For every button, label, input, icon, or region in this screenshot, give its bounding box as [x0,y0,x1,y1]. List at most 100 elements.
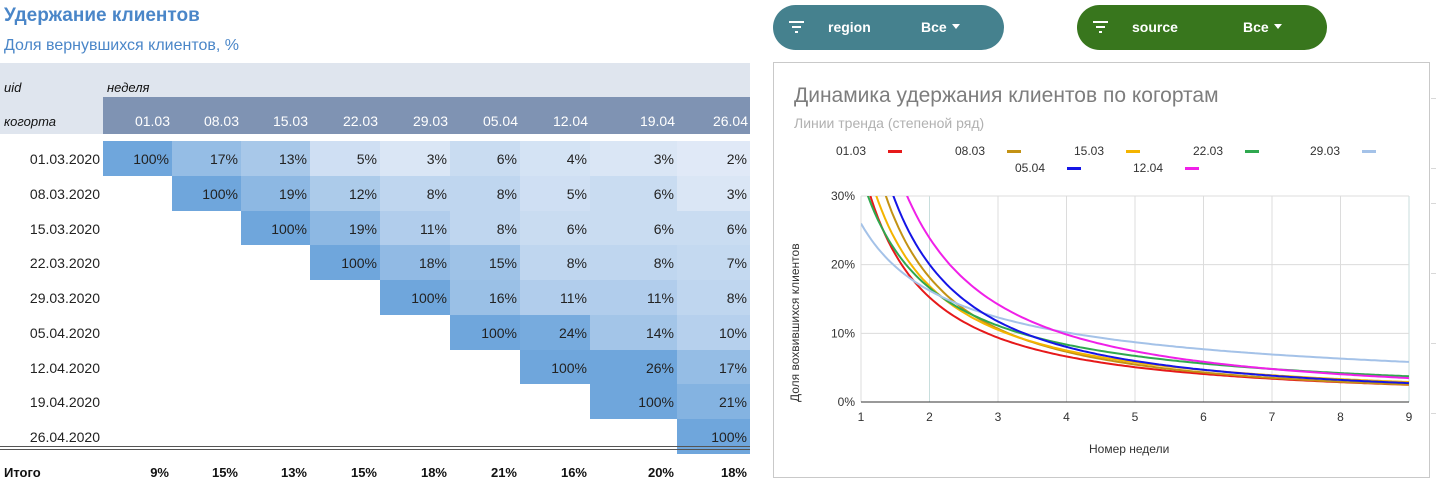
retention-cell: 24% [520,314,590,350]
x-tick-label: 3 [995,410,1002,424]
retention-cell: 3% [677,175,750,211]
y-tick-label: 20% [831,258,855,272]
retention-cell: 11% [380,210,450,246]
source-filter-label: source [1132,19,1178,35]
retention-cell: 4% [520,141,590,176]
week-header: 22.03 [342,113,378,129]
cohort-row-label: 01.03.2020 [29,151,100,167]
legend-label: 29.03 [1310,144,1341,158]
legend-label: 08.03 [955,144,986,158]
legend-label: 15.03 [1074,144,1105,158]
retention-cell: 100% [103,141,172,176]
retention-cell: 6% [590,175,677,211]
legend-swatch [1007,150,1021,153]
x-tick-label: 2 [926,410,933,424]
week-header: 15.03 [272,113,308,129]
retention-cell: 8% [380,175,450,211]
region-filter[interactable]: region Все [773,5,1004,50]
x-tick-label: 5 [1132,410,1139,424]
filter-icon [789,20,805,34]
source-filter[interactable]: source Все [1077,5,1327,50]
grid-line [1431,203,1436,204]
retention-cell: 6% [450,141,520,176]
y-axis-title: Доля вохвившихся клиентов [788,243,802,402]
total-cell: 18% [420,465,447,480]
source-filter-dropdown[interactable]: Все [1243,19,1282,35]
source-filter-value: Все [1243,19,1269,35]
legend-label: 12.04 [1133,161,1164,175]
region-filter-value: Все [921,19,947,35]
cohort-row-label: 15.03.2020 [29,220,100,237]
retention-cell: 21% [677,384,750,419]
retention-cell: 100% [677,419,750,454]
x-tick-label: 1 [858,410,865,424]
retention-cell: 15% [450,245,520,280]
legend-swatch [888,150,902,153]
retention-cell: 26% [590,349,677,385]
x-tick-label: 4 [1063,410,1070,424]
retention-cell: 17% [172,141,241,176]
x-tick-label: 8 [1337,410,1344,424]
retention-cell: 8% [520,245,590,280]
cohort-label: когорта [4,114,57,129]
grid-line [1431,98,1436,99]
grid-line [1431,413,1436,414]
retention-cell: 10% [677,314,750,350]
trend-line-08.03 [884,196,1409,386]
week-header: 19.04 [639,113,675,129]
retention-cell: 19% [241,175,310,211]
retention-cell: 11% [520,280,590,315]
trend-line-29.03 [861,222,1409,363]
week-header: 05.04 [482,113,518,129]
cohort-row-label: 05.04.2020 [29,324,100,341]
week-header-band [103,97,750,134]
retention-cell: 5% [310,141,380,176]
week-header: 26.04 [712,113,748,129]
retention-cell: 7% [677,245,750,280]
week-header: 01.03 [134,113,170,129]
legend-swatch [1067,167,1081,170]
retention-cell: 100% [590,384,677,419]
trend-line-12.04 [906,196,1409,380]
legend-swatch [1126,150,1140,153]
cohort-row-label: 22.03.2020 [29,255,100,272]
retention-cell: 16% [450,280,520,315]
week-header: 29.03 [412,113,448,129]
grid-line [1431,273,1436,274]
total-separator-line-2 [0,449,750,450]
region-filter-label: region [828,19,871,35]
retention-cell: 100% [310,245,380,280]
x-tick-label: 9 [1406,410,1413,424]
retention-cell: 100% [172,175,241,211]
x-tick-label: 7 [1269,410,1276,424]
total-cell: 20% [647,465,674,480]
grid-line [1431,168,1436,169]
chevron-down-icon [951,23,960,29]
retention-cell: 11% [590,280,677,315]
week-header: 08.03 [203,113,239,129]
total-separator-line [0,446,750,447]
legend-label: 05.04 [1015,161,1046,175]
trend-line-05.04 [892,196,1409,385]
y-tick-label: 0% [838,395,856,409]
chart-title: Динамика удержания клиентов по когортам [794,84,1219,107]
retention-cell: 8% [590,245,677,280]
region-filter-dropdown[interactable]: Все [921,19,960,35]
retention-cell: 18% [380,245,450,280]
legend-swatch [1245,150,1259,153]
total-cell: 21% [490,465,517,480]
retention-cell: 14% [590,314,677,350]
total-cell: 15% [350,465,377,480]
total-cell: 9% [150,465,169,480]
retention-cell: 6% [590,210,677,246]
legend-label: 22.03 [1193,144,1224,158]
grid-line [1431,343,1436,344]
total-cell: 13% [280,465,307,480]
legend-label: 01.03 [836,144,867,158]
retention-cell: 100% [450,314,520,350]
total-cell: 16% [560,465,587,480]
cohort-row-label: 29.03.2020 [29,290,100,306]
x-tick-label: 6 [1200,410,1207,424]
retention-cell: 100% [380,280,450,315]
